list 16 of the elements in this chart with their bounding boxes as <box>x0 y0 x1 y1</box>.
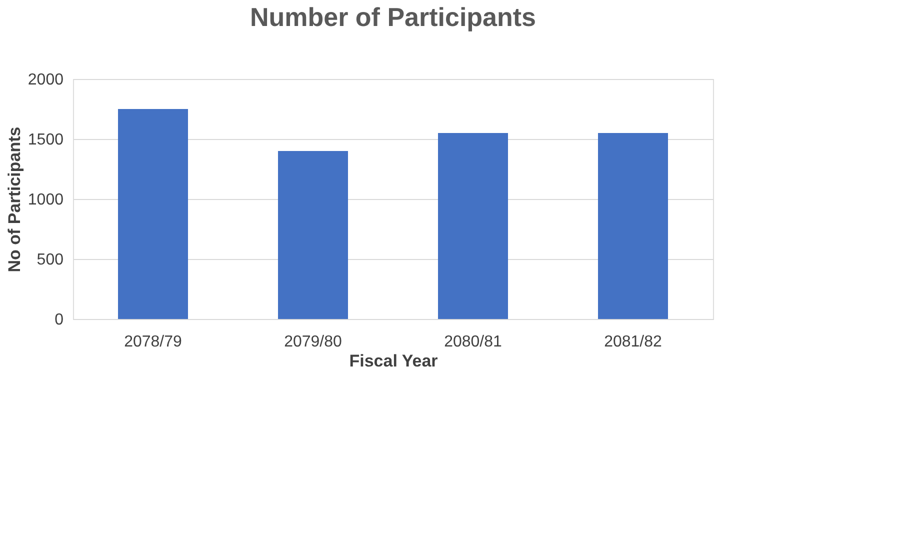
y-tick-label: 500 <box>36 252 64 268</box>
y-tick-label: 1500 <box>28 132 64 148</box>
y-tick-label: 0 <box>54 312 64 328</box>
x-axis-title: Fiscal Year <box>349 352 438 370</box>
x-tick-label: 2079/80 <box>284 334 342 350</box>
x-tick-label: 2080/81 <box>444 334 502 350</box>
y-axis-title: No of Participants <box>4 126 24 272</box>
x-tick-label: 2081/82 <box>604 334 662 350</box>
bar <box>278 151 348 319</box>
x-tick-label: 2078/79 <box>124 334 182 350</box>
y-tick-label: 1000 <box>28 192 64 208</box>
bar <box>438 133 508 319</box>
y-tick-label: 2000 <box>28 72 64 88</box>
bar <box>598 133 668 319</box>
bar <box>118 109 188 319</box>
chart-title: Number of Participants <box>250 2 536 32</box>
